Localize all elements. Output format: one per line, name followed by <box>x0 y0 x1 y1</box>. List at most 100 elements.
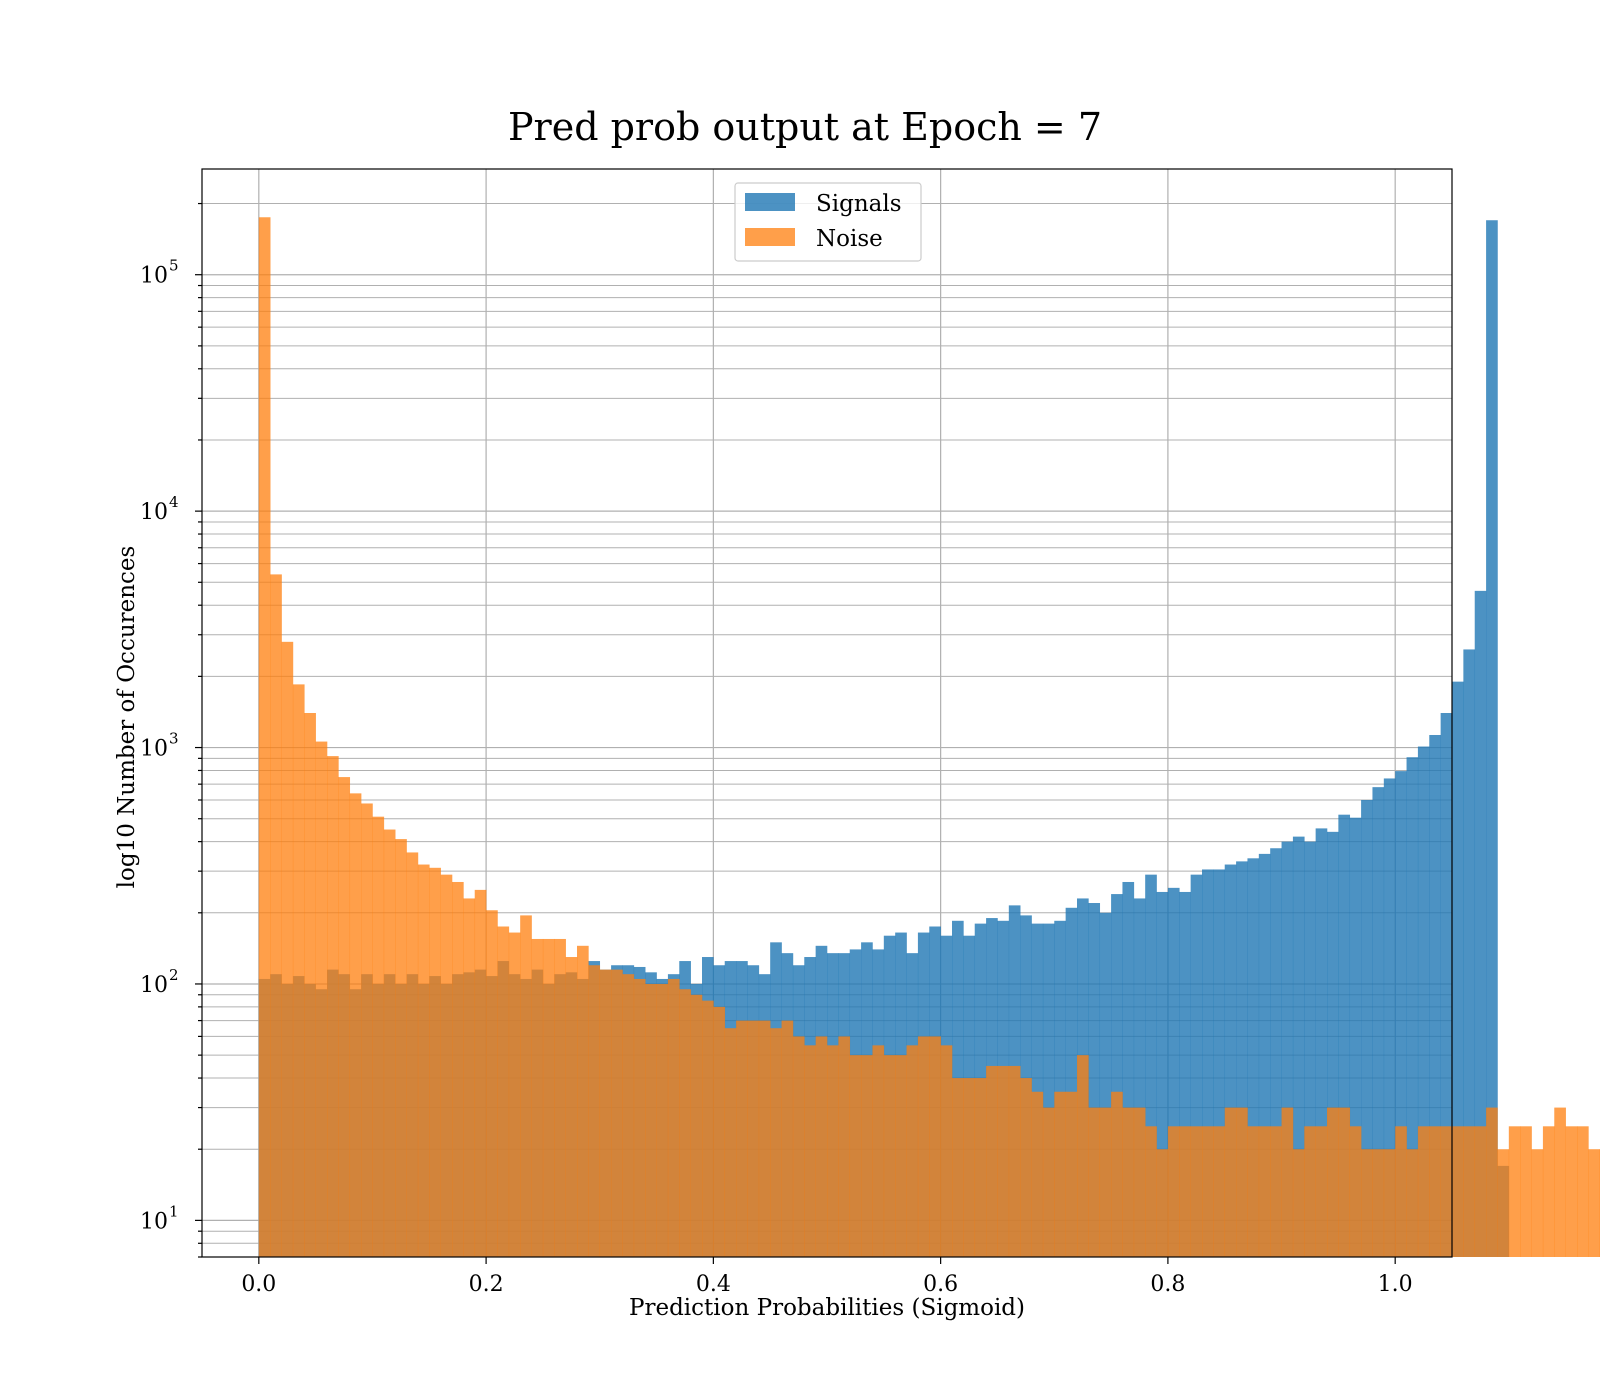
y-axis-label: log10 Number of Occurences <box>114 546 140 889</box>
bar-noise-32 <box>622 974 635 1257</box>
bar-noise-112 <box>1531 1149 1544 1257</box>
bar-noise-89 <box>1270 1126 1282 1257</box>
bar-noise-65 <box>997 1065 1010 1257</box>
y-tick-exponent: 4 <box>169 493 179 511</box>
bar-noise-22 <box>508 932 521 1257</box>
x-tick-label: 0.6 <box>923 1272 958 1297</box>
bar-noise-103 <box>1429 1126 1441 1257</box>
bar-signals-98 <box>1372 787 1385 1257</box>
bar-noise-9 <box>361 803 373 1257</box>
chart-title: Pred prob output at Epoch = 7 <box>508 105 1102 149</box>
bar-signals-101 <box>1406 757 1419 1257</box>
bar-signals-102 <box>1417 746 1430 1257</box>
bar-noise-49 <box>815 1036 828 1257</box>
y-tick-label: 10 <box>140 264 168 289</box>
bar-signals-88 <box>1258 853 1271 1257</box>
bar-noise-55 <box>883 1055 896 1257</box>
y-tick-label: 10 <box>140 973 168 998</box>
bar-noise-59 <box>929 1036 941 1257</box>
y-tick-label: 10 <box>140 737 168 762</box>
legend-label-noise: Noise <box>816 226 883 252</box>
x-axis-label: Prediction Probabilities (Sigmoid) <box>629 1295 1025 1321</box>
bar-signals-93 <box>1315 828 1328 1257</box>
bar-noise-57 <box>906 1045 919 1257</box>
bar-noise-107 <box>1474 1126 1487 1257</box>
legend-swatch-noise <box>745 228 795 246</box>
x-tick-label: 0.4 <box>696 1272 731 1297</box>
x-tick-label: 0.8 <box>1150 1272 1185 1297</box>
bar-noise-34 <box>645 983 657 1257</box>
bar-noise-40 <box>713 1006 726 1257</box>
bar-signals-77 <box>1133 898 1146 1257</box>
bar-noise-28 <box>577 945 589 1257</box>
bar-signals-71 <box>1065 907 1078 1257</box>
bar-signals-75 <box>1111 894 1123 1257</box>
legend: Signals Noise <box>734 182 922 262</box>
bar-signals-100 <box>1395 771 1407 1257</box>
bar-noise-91 <box>1292 1149 1305 1257</box>
bar-noise-7 <box>338 777 351 1257</box>
bar-signals-99 <box>1383 778 1396 1257</box>
bar-noise-74 <box>1099 1107 1112 1257</box>
legend-label-signals: Signals <box>816 191 902 217</box>
bar-signals-89 <box>1270 848 1282 1257</box>
bar-noise-109 <box>1497 1149 1510 1257</box>
bar-signals-104 <box>1440 713 1453 1257</box>
bar-noise-0 <box>258 217 271 1257</box>
bar-noise-60 <box>940 1045 953 1257</box>
bar-noise-17 <box>452 881 464 1257</box>
bar-noise-64 <box>986 1065 998 1257</box>
bar-noise-46 <box>781 1020 794 1257</box>
bar-signals-86 <box>1236 861 1248 1257</box>
bar-noise-79 <box>1156 1149 1169 1257</box>
bar-noise-50 <box>827 1045 839 1257</box>
bar-noise-19 <box>474 889 487 1257</box>
bar-noise-87 <box>1247 1126 1260 1257</box>
bar-signals-96 <box>1349 817 1362 1257</box>
bar-noise-92 <box>1304 1126 1316 1257</box>
bar-noise-37 <box>679 989 691 1257</box>
bar-noise-15 <box>429 867 441 1257</box>
bar-noise-69 <box>1042 1107 1055 1257</box>
y-tick-exponent: 2 <box>169 966 179 984</box>
bar-noise-102 <box>1417 1126 1430 1257</box>
bar-noise-47 <box>792 1036 805 1257</box>
bar-noise-80 <box>1167 1126 1180 1257</box>
bar-signals-97 <box>1361 799 1373 1257</box>
x-tick-label: 1.0 <box>1378 1272 1413 1297</box>
bar-noise-115 <box>1565 1126 1578 1257</box>
bar-noise-114 <box>1554 1107 1566 1257</box>
bar-noise-98 <box>1372 1149 1385 1257</box>
bar-noise-45 <box>770 1028 782 1257</box>
bar-signals-108 <box>1486 220 1498 1257</box>
bar-noise-84 <box>1213 1126 1226 1257</box>
bar-noise-53 <box>861 1055 873 1257</box>
bar-signals-107 <box>1474 590 1487 1257</box>
bar-noise-42 <box>736 1020 748 1257</box>
bar-signals-95 <box>1338 814 1351 1257</box>
bar-signals-91 <box>1292 836 1305 1257</box>
bar-noise-11 <box>383 829 396 1257</box>
bar-noise-14 <box>417 864 430 1257</box>
bar-noise-100 <box>1395 1126 1407 1257</box>
legend-swatch-signals <box>745 193 795 211</box>
bar-noise-106 <box>1463 1126 1476 1257</box>
bar-signals-106 <box>1463 649 1476 1257</box>
bar-noise-76 <box>1122 1107 1135 1257</box>
bar-signals-76 <box>1122 881 1135 1257</box>
bar-signals-83 <box>1202 869 1214 1257</box>
bar-signals-84 <box>1213 869 1226 1257</box>
bar-noise-62 <box>963 1078 976 1257</box>
bar-signals-87 <box>1247 858 1260 1257</box>
bar-noise-77 <box>1133 1107 1146 1257</box>
bar-noise-78 <box>1145 1126 1157 1257</box>
bar-signals-70 <box>1054 920 1066 1257</box>
bar-noise-99 <box>1383 1149 1396 1257</box>
bar-noise-23 <box>520 915 532 1257</box>
bar-noise-67 <box>1020 1078 1032 1257</box>
bar-noise-33 <box>633 978 646 1257</box>
bar-noise-56 <box>895 1055 907 1257</box>
x-tick-label: 0.2 <box>469 1272 504 1297</box>
y-tick-exponent: 1 <box>169 1202 179 1220</box>
bar-signals-105 <box>1452 681 1464 1257</box>
